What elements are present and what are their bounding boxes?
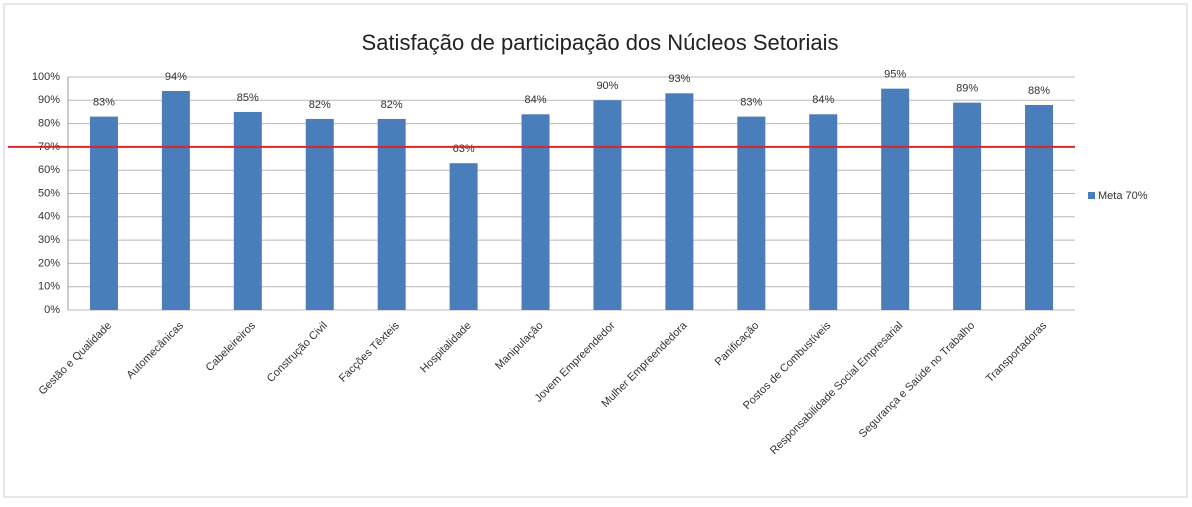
data-label: 93%: [668, 73, 690, 85]
legend-swatch: [1088, 192, 1095, 199]
data-label: 85%: [237, 92, 259, 104]
bar: [665, 93, 694, 310]
data-label: 95%: [884, 69, 906, 81]
bar: [449, 163, 478, 310]
y-tick-label: 60%: [38, 164, 60, 176]
y-tick-label: 80%: [38, 118, 60, 130]
y-tick-label: 30%: [38, 234, 60, 246]
y-tick-label: 40%: [38, 211, 60, 223]
bar: [953, 102, 982, 310]
data-label: 90%: [596, 80, 618, 92]
bar: [233, 111, 262, 310]
y-tick-label: 0%: [44, 304, 60, 316]
data-label: 89%: [956, 83, 978, 95]
y-tick-label: 50%: [38, 187, 60, 199]
data-label: 82%: [381, 99, 403, 111]
data-label: 84%: [812, 94, 834, 106]
y-tick-label: 20%: [38, 257, 60, 269]
bar: [521, 114, 550, 310]
data-label: 82%: [309, 99, 331, 111]
data-label: 63%: [453, 143, 475, 155]
data-label: 94%: [165, 71, 187, 83]
bar: [737, 116, 766, 310]
bar: [161, 90, 190, 310]
bar: [89, 116, 118, 310]
data-label: 84%: [525, 94, 547, 106]
bar: [593, 100, 622, 310]
y-tick-label: 90%: [38, 94, 60, 106]
y-tick-label: 10%: [38, 281, 60, 293]
bar: [881, 88, 910, 311]
y-tick-label: 100%: [32, 71, 60, 83]
data-label: 83%: [740, 97, 762, 109]
chart-title: Satisfação de participação dos Núcleos S…: [362, 30, 839, 55]
data-label: 83%: [93, 97, 115, 109]
bar: [305, 118, 334, 310]
bar: [1025, 104, 1054, 311]
bar: [809, 114, 838, 310]
legend-label: Meta 70%: [1098, 190, 1148, 202]
data-label: 88%: [1028, 85, 1050, 97]
bar: [377, 118, 406, 310]
